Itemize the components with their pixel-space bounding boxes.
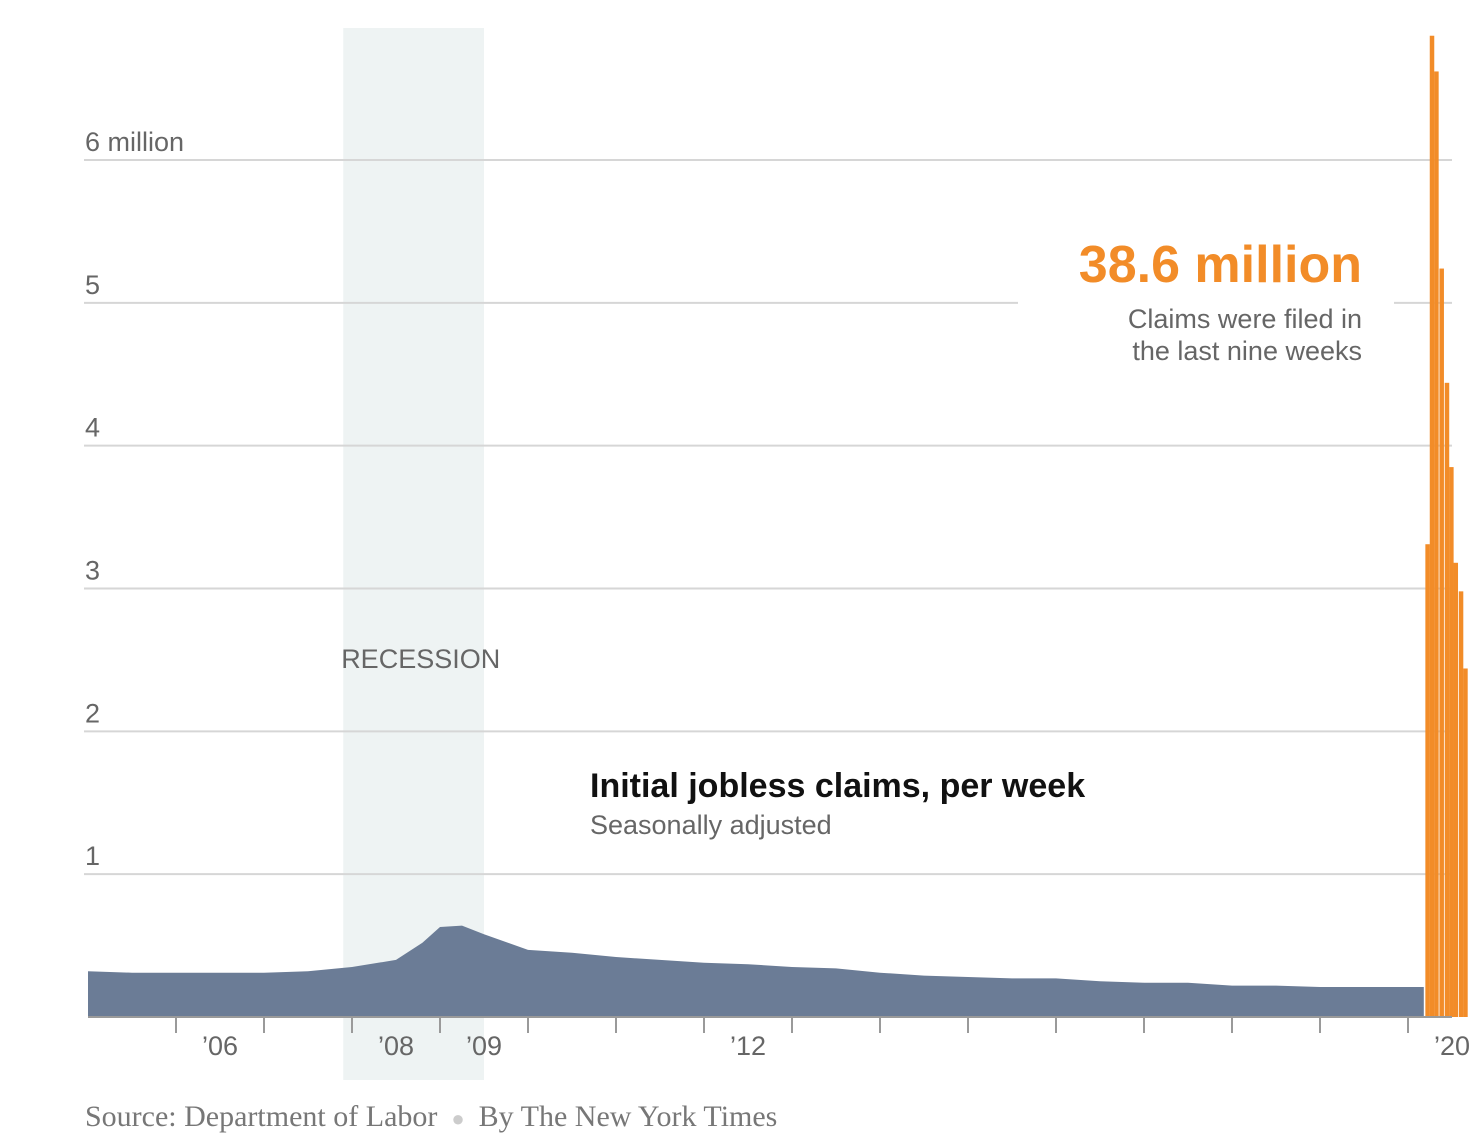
y-tick-label-3: 3 — [85, 556, 100, 586]
y-tick-label-1: 1 — [85, 841, 100, 871]
bar-week-2 — [1429, 35, 1435, 1018]
gridlines — [84, 159, 1452, 876]
series-area-claims — [88, 925, 1424, 1017]
bar-week-9 — [1463, 668, 1468, 1017]
x-tick-label-2009: ’09 — [466, 1031, 502, 1061]
bar-week-1 — [1425, 544, 1430, 1017]
highlight-value: 38.6 million — [1079, 236, 1362, 294]
series-layer — [88, 35, 1468, 1018]
chart-subtitle: Seasonally adjusted — [590, 810, 832, 840]
chart-title: Initial jobless claims, per week — [590, 767, 1085, 805]
bar-week-8 — [1458, 591, 1464, 1017]
x-tick-label-2020: ’20 — [1434, 1031, 1470, 1061]
y-tick-label-5: 5 — [85, 270, 100, 300]
highlight-note-line-2: the last nine weeks — [1132, 336, 1362, 366]
y-tick-label-4: 4 — [85, 413, 100, 443]
highlight-note-line-1: Claims were filed in — [1128, 304, 1362, 334]
bar-week-5 — [1444, 382, 1450, 1017]
x-tick-label-2006: ’06 — [202, 1031, 238, 1061]
recession-label: RECESSION — [341, 644, 500, 674]
recession-shade — [343, 28, 484, 1080]
y-tick-label-6: 6 million — [85, 127, 184, 157]
recession-band: RECESSION — [341, 28, 500, 1080]
separator-dot: ● — [451, 1106, 465, 1132]
bar-week-6 — [1449, 467, 1454, 1017]
bar-week-7 — [1453, 562, 1459, 1017]
chart-footer: Source: Department of Labor ● By The New Y… — [85, 1100, 777, 1134]
byline: By The New York Times — [478, 1100, 778, 1133]
source-credit: Source: Department of Labor — [85, 1100, 438, 1133]
x-axis: ’06 ’08 ’09 ’12 ’20 — [88, 1016, 1470, 1061]
y-tick-label-2: 2 — [85, 698, 100, 728]
y-axis-labels: 1 2 3 4 5 6 million — [85, 127, 184, 871]
bar-week-4 — [1439, 268, 1444, 1017]
bar-week-3 — [1434, 71, 1439, 1017]
x-tick-label-2012: ’12 — [730, 1031, 766, 1061]
x-tick-label-2008: ’08 — [378, 1031, 414, 1061]
annotations: Initial jobless claims, per week Seasona… — [590, 236, 1362, 840]
